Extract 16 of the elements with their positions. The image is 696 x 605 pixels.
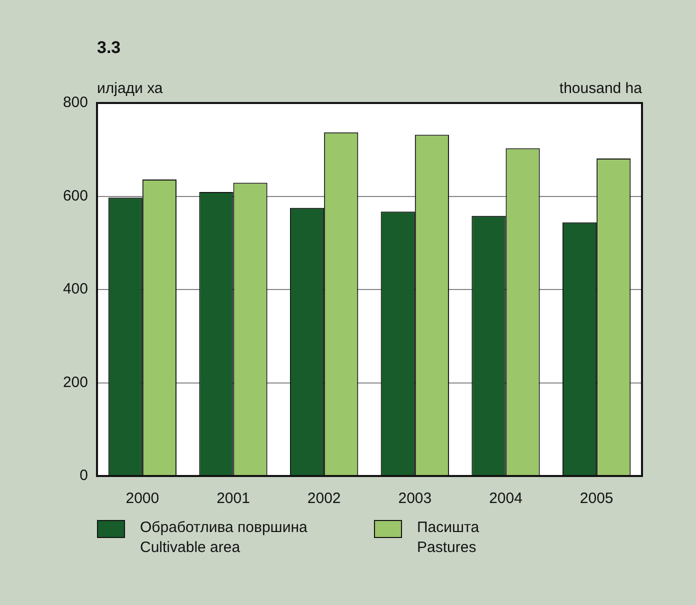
x-tick-label: 2003 xyxy=(398,490,432,508)
text: thousand ha xyxy=(559,80,642,97)
y-axis-title: илјади ха xyxy=(97,80,163,97)
x-tick-label: 2002 xyxy=(307,490,341,508)
y-tick-label: 0 xyxy=(80,467,88,484)
y-tick-label: 800 xyxy=(62,94,88,112)
chart-title: 3.3 xyxy=(97,38,121,58)
x-tick-label: 2001 xyxy=(216,490,250,508)
y-tick-label: 400 xyxy=(62,280,88,298)
legend-label: Пасишта Pastures xyxy=(417,518,480,558)
x-tick-label: 2004 xyxy=(489,490,522,508)
y-tick-label: 200 xyxy=(62,374,88,391)
y-tick-label: 600 xyxy=(62,187,88,204)
x-tick-label: 2000 xyxy=(126,490,160,508)
legend-label: Обработлива површина Cultivable area xyxy=(140,518,308,558)
x-tick-label: 2005 xyxy=(580,490,614,508)
